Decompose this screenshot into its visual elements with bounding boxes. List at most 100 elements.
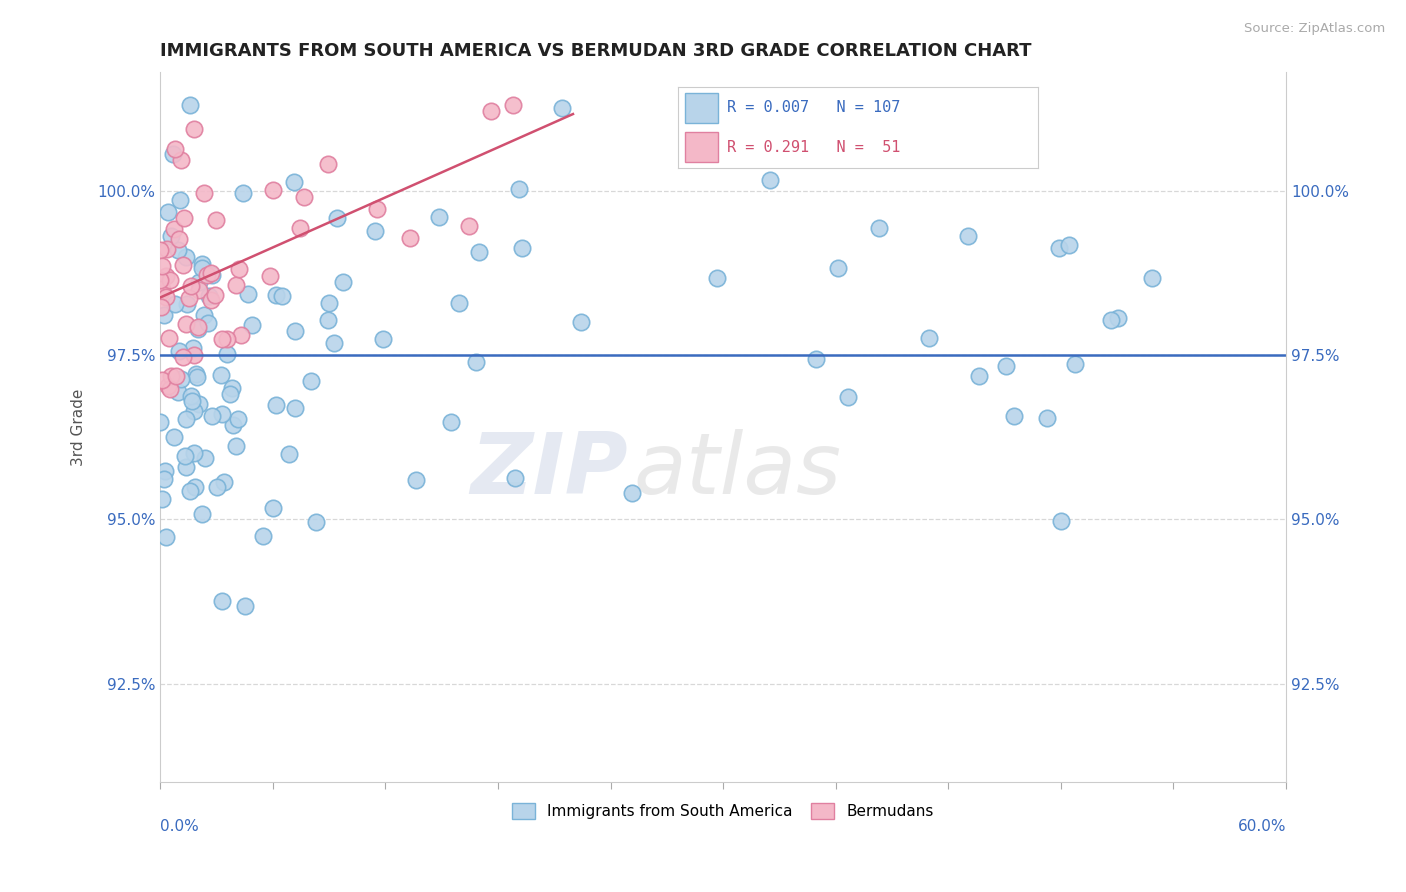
Point	[405, 473, 427, 487]
Point	[187, 322, 209, 336]
Point	[212, 475, 235, 490]
Point	[995, 359, 1018, 373]
Point	[465, 354, 488, 368]
Point	[366, 202, 388, 216]
Point	[211, 332, 233, 346]
Point	[176, 459, 198, 474]
Point	[163, 221, 186, 235]
Point	[149, 243, 172, 257]
Point	[569, 315, 592, 329]
Point	[323, 335, 346, 350]
Point	[150, 285, 173, 299]
Point	[201, 268, 224, 282]
Point	[284, 401, 307, 416]
Text: 0.0%: 0.0%	[160, 819, 200, 834]
Point	[502, 98, 524, 112]
Text: 60.0%: 60.0%	[1237, 819, 1286, 834]
Point	[179, 98, 201, 112]
Point	[193, 186, 215, 201]
Point	[163, 430, 186, 444]
Point	[197, 316, 219, 330]
Point	[427, 210, 450, 224]
Point	[184, 367, 207, 381]
Point	[183, 349, 205, 363]
Point	[179, 483, 201, 498]
Point	[294, 190, 316, 204]
Point	[174, 251, 197, 265]
Point	[217, 331, 239, 345]
Point	[868, 220, 890, 235]
Point	[316, 157, 339, 171]
Point	[173, 211, 195, 226]
Point	[156, 242, 179, 256]
Point	[447, 296, 470, 310]
Point	[188, 284, 211, 298]
Point	[264, 288, 287, 302]
Point	[172, 350, 194, 364]
Point	[159, 369, 181, 384]
Point	[205, 480, 228, 494]
Point	[204, 287, 226, 301]
Point	[271, 288, 294, 302]
Point	[162, 147, 184, 161]
Point	[264, 398, 287, 412]
Point	[180, 389, 202, 403]
Point	[167, 244, 190, 258]
Point	[326, 211, 349, 225]
Text: ZIP: ZIP	[470, 428, 627, 511]
Point	[259, 269, 281, 284]
Point	[1140, 270, 1163, 285]
Point	[153, 472, 176, 486]
Point	[510, 241, 533, 255]
Point	[238, 286, 260, 301]
Point	[159, 273, 181, 287]
Point	[150, 491, 173, 506]
Point	[827, 261, 849, 276]
Point	[371, 332, 394, 346]
Point	[240, 318, 263, 333]
Point	[1050, 514, 1073, 528]
Point	[837, 390, 859, 404]
Point	[191, 261, 214, 276]
Point	[174, 412, 197, 426]
Legend: Immigrants from South America, Bermudans: Immigrants from South America, Bermudans	[503, 794, 943, 828]
Point	[180, 393, 202, 408]
Point	[157, 331, 180, 345]
Point	[221, 381, 243, 395]
Point	[225, 439, 247, 453]
Point	[194, 450, 217, 465]
Point	[150, 282, 173, 296]
Point	[299, 374, 322, 388]
Point	[186, 370, 208, 384]
Point	[170, 372, 193, 386]
Point	[706, 271, 728, 285]
Point	[1107, 310, 1129, 325]
Point	[149, 300, 172, 314]
Point	[232, 186, 254, 201]
Point	[231, 328, 253, 343]
Point	[200, 409, 222, 423]
Point	[1099, 313, 1122, 327]
Text: atlas: atlas	[633, 428, 841, 511]
Point	[163, 142, 186, 156]
Point	[150, 373, 173, 387]
Point	[150, 259, 173, 273]
Point	[157, 379, 180, 393]
Point	[169, 194, 191, 208]
Point	[278, 446, 301, 460]
Point	[193, 308, 215, 322]
Point	[205, 212, 228, 227]
Point	[209, 368, 232, 383]
Point	[183, 446, 205, 460]
Point	[200, 266, 222, 280]
Point	[284, 324, 307, 338]
Point	[399, 231, 422, 245]
Point	[184, 479, 207, 493]
Point	[221, 417, 243, 432]
Point	[364, 224, 387, 238]
Point	[621, 486, 644, 500]
Point	[180, 278, 202, 293]
Point	[218, 387, 240, 401]
Point	[176, 297, 198, 311]
Point	[235, 599, 257, 613]
